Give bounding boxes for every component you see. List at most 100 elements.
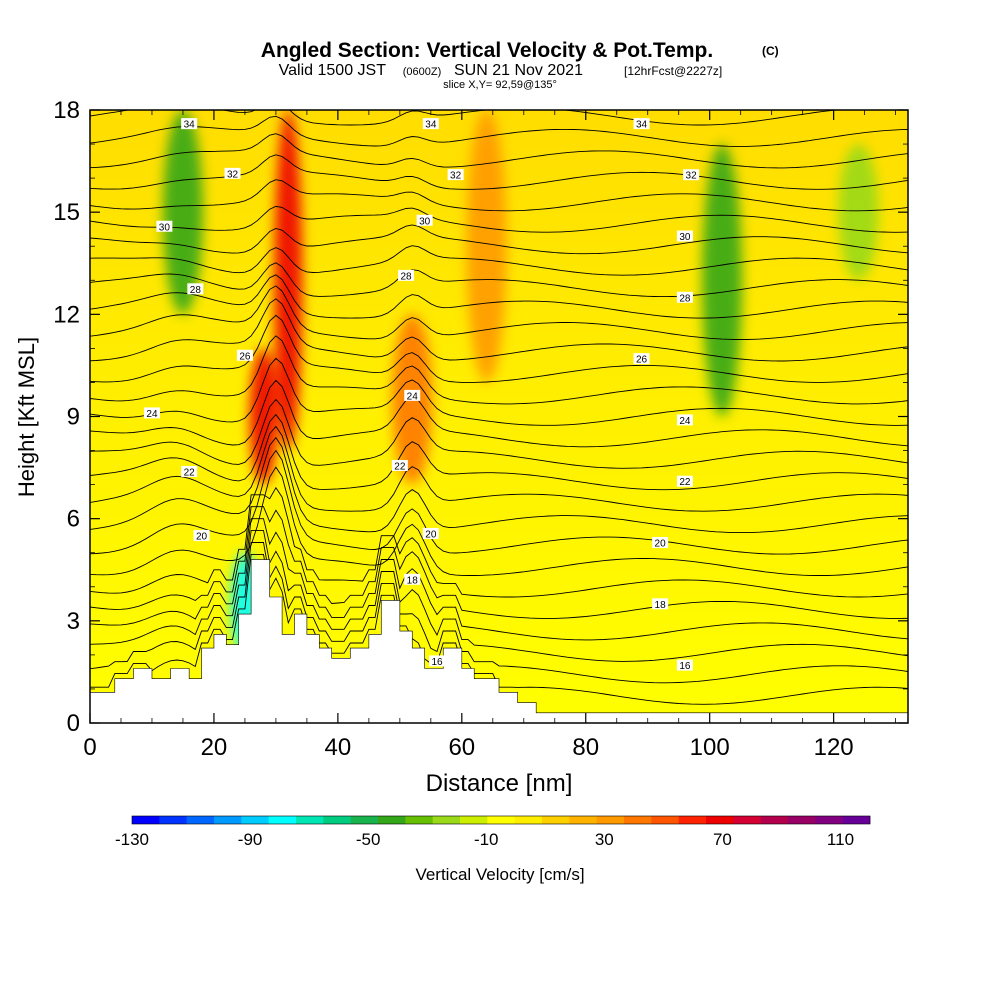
contour-label-34: 34 <box>425 120 437 131</box>
contour-label-bg <box>652 598 669 610</box>
contour-label-22: 22 <box>184 467 196 478</box>
colorbar-tick-label: -50 <box>356 830 381 849</box>
colorbar-swatch <box>268 816 297 824</box>
x-tick-label: 20 <box>201 734 228 761</box>
x-tick-label: 120 <box>814 734 854 761</box>
contour-label-32: 32 <box>227 169 239 180</box>
subtitle-utc: (0600Z) <box>403 66 442 78</box>
velocity-cell-4 <box>162 110 203 315</box>
contour-label-bg <box>676 659 693 671</box>
theta-contour-line <box>90 530 908 662</box>
colorbar-tick-label: 110 <box>827 830 854 849</box>
axes: 0 20 40 60 80 100 120 0 3 6 9 12 15 18 <box>53 97 908 761</box>
subtitle-valid: Valid 1500 JST <box>279 62 387 79</box>
y-axis-label: Height [Kft MSL] <box>14 337 39 497</box>
y-tick-label: 12 <box>53 301 80 328</box>
colorbar-label: Vertical Velocity [cm/s] <box>415 865 584 884</box>
theta-contour-line <box>90 425 908 512</box>
theta-contour-line <box>90 449 908 555</box>
theta-contour-line <box>90 274 908 319</box>
theta-contour-line <box>90 115 908 147</box>
colorbar-tick-label: 30 <box>595 830 614 849</box>
colorbar-swatch <box>624 816 652 824</box>
contour-label-28: 28 <box>190 285 202 296</box>
contour-label-bg <box>676 475 693 487</box>
contour-label-32: 32 <box>686 171 698 182</box>
contour-label-bg <box>676 230 693 242</box>
x-axis-label: Distance [nm] <box>426 770 573 797</box>
theta-contour-line <box>90 335 908 405</box>
contour-label-20: 20 <box>425 529 437 540</box>
colorbar-swatch <box>706 816 734 824</box>
theta-contour-line <box>90 285 908 340</box>
contour-label-bg <box>391 459 408 471</box>
theta-contour-labels: 16 16 18 18 20 20 20 22 22 22 24 24 24 26 26 28 28 28 30 30… <box>143 118 700 672</box>
contour-label-26: 26 <box>636 355 648 366</box>
contour-label-26: 26 <box>239 351 251 362</box>
y-tick-label: 9 <box>67 404 80 431</box>
colorbar-tick-label: -130 <box>115 830 149 849</box>
y-tick-label: 0 <box>67 710 80 737</box>
plot-area: 16 16 18 18 20 20 20 22 22 22 24 24 24 26 26 28 28 28 30 30… <box>90 110 908 723</box>
colorbar-swatch <box>651 816 679 824</box>
theta-contour-line <box>90 314 908 383</box>
terrain <box>90 559 908 723</box>
contour-label-30: 30 <box>159 222 171 233</box>
theta-contour-line <box>90 133 908 169</box>
colorbar-swatch <box>514 816 543 824</box>
colorbar-swatch <box>487 816 515 824</box>
colorbar-swatch <box>842 816 871 824</box>
theta-contour-line <box>90 413 908 491</box>
contour-label-bg <box>429 655 446 667</box>
contour-label-16: 16 <box>431 657 443 668</box>
colorbar-swatch <box>760 816 789 824</box>
contour-label-bg <box>447 169 464 181</box>
chart-title-units: (C) <box>762 44 779 58</box>
slice-info: slice X,Y= 92,59@135° <box>443 79 557 91</box>
colorbar-swatch <box>296 816 324 824</box>
contour-label-24: 24 <box>407 391 419 402</box>
contour-label-bg <box>416 214 433 226</box>
contour-label-bg <box>422 118 439 130</box>
colorbar-swatch <box>159 816 187 824</box>
x-tick-label: 40 <box>325 734 352 761</box>
contour-label-24: 24 <box>679 416 691 427</box>
contour-label-bg <box>143 407 160 419</box>
contour-label-bg <box>422 527 439 539</box>
terrain-profile <box>90 559 908 723</box>
velocity-cell-7 <box>838 144 879 281</box>
theta-contour-line <box>90 436 908 534</box>
theta-contour-line <box>90 379 908 448</box>
contour-label-bg <box>236 349 253 361</box>
colorbar-swatch <box>678 816 707 824</box>
theta-contours <box>90 110 908 705</box>
colorbar-swatch <box>460 816 488 824</box>
contour-label-34: 34 <box>636 120 648 131</box>
colorbar-swatch <box>132 816 160 824</box>
contour-label-bg <box>404 389 421 401</box>
contour-label-20: 20 <box>655 539 667 550</box>
colorbar-swatch <box>405 816 433 824</box>
theta-contour-line <box>90 262 908 298</box>
theta-contour-line <box>90 542 908 684</box>
contour-label-bg <box>683 169 700 181</box>
contour-label-bg <box>181 465 198 477</box>
contour-label-bg <box>633 353 650 365</box>
colorbar-swatch <box>542 816 570 824</box>
contour-label-bg <box>404 573 421 585</box>
colorbar-swatch <box>432 816 461 824</box>
theta-contour-line <box>90 486 908 598</box>
theta-contour-line <box>90 398 908 469</box>
colorbar-swatch <box>323 816 351 824</box>
colorbar-swatch <box>596 816 625 824</box>
colorbar-swatch <box>569 816 597 824</box>
x-tick-label: 80 <box>572 734 599 761</box>
contour-label-bg <box>676 291 693 303</box>
colorbar-swatch <box>186 816 215 824</box>
theta-contour-line <box>90 298 908 362</box>
colorbar-tick-label: 70 <box>713 830 732 849</box>
x-tick-label: 60 <box>448 734 475 761</box>
contour-label-18: 18 <box>407 575 419 586</box>
colorbar-frame <box>131 815 871 825</box>
